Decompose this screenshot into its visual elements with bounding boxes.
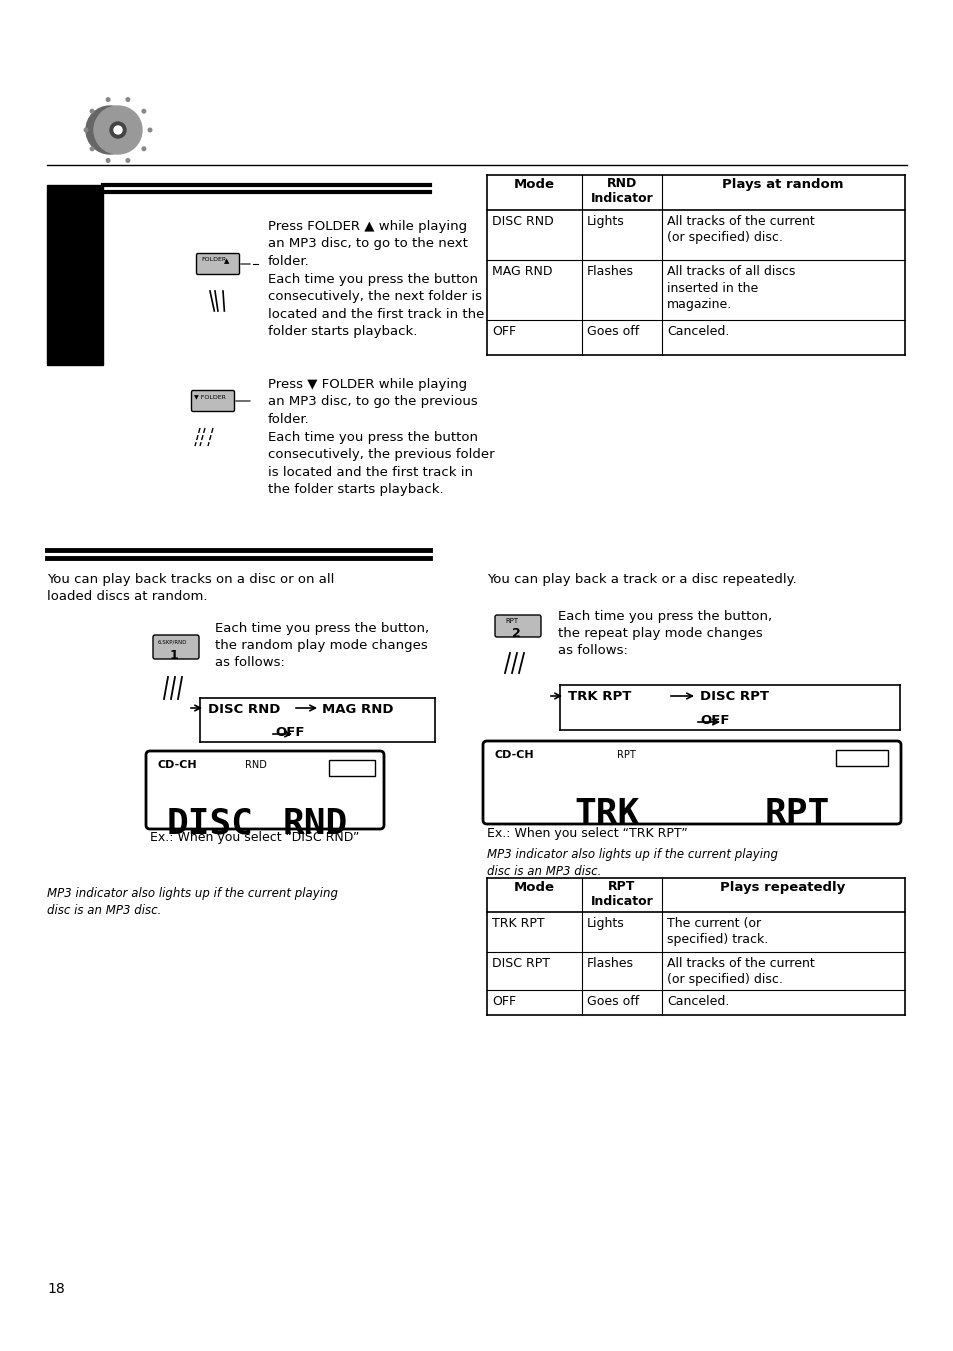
Text: OFF: OFF — [492, 994, 516, 1008]
Text: RND
Indicator: RND Indicator — [590, 177, 653, 205]
Text: Goes off: Goes off — [586, 326, 639, 338]
Text: OFF: OFF — [274, 725, 304, 739]
Text: TRK RPT: TRK RPT — [492, 917, 544, 929]
Text: All tracks of all discs
inserted in the
magazine.: All tracks of all discs inserted in the … — [666, 265, 795, 311]
Text: All tracks of the current
(or specified) disc.: All tracks of the current (or specified)… — [666, 215, 814, 245]
Text: DISC RPT: DISC RPT — [700, 690, 768, 703]
Text: Each time you press the button,
the repeat play mode changes
as follows:: Each time you press the button, the repe… — [558, 611, 771, 657]
Text: DISC RND: DISC RND — [208, 703, 280, 716]
Text: Press ▼ FOLDER while playing
an MP3 disc, to go the previous
folder.
Each time y: Press ▼ FOLDER while playing an MP3 disc… — [268, 378, 494, 496]
Text: 18: 18 — [47, 1282, 65, 1296]
Circle shape — [94, 105, 142, 154]
Text: Flashes: Flashes — [586, 265, 634, 278]
Text: Canceled.: Canceled. — [666, 994, 729, 1008]
Circle shape — [142, 147, 146, 150]
Text: FOLDER: FOLDER — [201, 257, 226, 262]
FancyBboxPatch shape — [495, 615, 540, 638]
Circle shape — [126, 158, 130, 162]
Text: OFF: OFF — [700, 713, 729, 727]
Text: TRK RPT: TRK RPT — [567, 690, 631, 703]
Text: DISC RPT: DISC RPT — [492, 957, 550, 970]
Circle shape — [106, 158, 110, 162]
Text: MAG RND: MAG RND — [492, 265, 552, 278]
Bar — [47, 185, 103, 365]
Text: The current (or
specified) track.: The current (or specified) track. — [666, 917, 767, 947]
FancyBboxPatch shape — [146, 751, 384, 830]
Text: RPT: RPT — [504, 617, 517, 624]
Text: Press FOLDER ▲ while playing
an MP3 disc, to go to the next
folder.
Each time yo: Press FOLDER ▲ while playing an MP3 disc… — [268, 220, 484, 338]
Circle shape — [142, 109, 146, 113]
FancyBboxPatch shape — [835, 750, 887, 766]
Text: RND: RND — [245, 761, 267, 770]
Text: RPT
Indicator: RPT Indicator — [590, 880, 653, 908]
Text: CD-CH: CD-CH — [158, 761, 197, 770]
Text: You can play back a track or a disc repeatedly.: You can play back a track or a disc repe… — [486, 573, 796, 586]
Text: TRK: TRK — [574, 797, 639, 831]
Text: All tracks of the current
(or specified) disc.: All tracks of the current (or specified)… — [666, 957, 814, 986]
Text: Each time you press the button,
the random play mode changes
as follows:: Each time you press the button, the rand… — [214, 621, 429, 669]
Text: Canceled.: Canceled. — [666, 326, 729, 338]
Text: DISC RND: DISC RND — [492, 215, 553, 228]
Text: Goes off: Goes off — [586, 994, 639, 1008]
Text: MP3 indicator also lights up if the current playing
disc is an MP3 disc.: MP3 indicator also lights up if the curr… — [47, 888, 337, 917]
Circle shape — [91, 109, 93, 113]
Text: Plays repeatedly: Plays repeatedly — [720, 881, 844, 894]
Circle shape — [110, 122, 126, 138]
Text: 6.SKP/RND: 6.SKP/RND — [158, 639, 188, 644]
Text: Ex.: When you select “DISC RND”: Ex.: When you select “DISC RND” — [150, 831, 359, 844]
Text: RPT: RPT — [617, 750, 635, 761]
Text: Lights: Lights — [586, 917, 624, 929]
Text: DISC: DISC — [167, 807, 253, 842]
Text: Plays at random: Plays at random — [721, 178, 842, 190]
Text: LOUD: LOUD — [340, 767, 363, 777]
Text: 2: 2 — [512, 627, 520, 640]
Circle shape — [113, 126, 122, 134]
Circle shape — [148, 128, 152, 132]
Text: LOUD: LOUD — [849, 758, 873, 767]
Circle shape — [126, 97, 130, 101]
Circle shape — [86, 105, 133, 154]
Circle shape — [106, 97, 110, 101]
Text: RND: RND — [282, 807, 347, 842]
Circle shape — [84, 128, 88, 132]
Text: RPT: RPT — [763, 797, 829, 831]
FancyBboxPatch shape — [482, 740, 900, 824]
Text: You can play back tracks on a disc or on all
loaded discs at random.: You can play back tracks on a disc or on… — [47, 573, 334, 603]
Text: Mode: Mode — [513, 178, 554, 190]
Text: Lights: Lights — [586, 215, 624, 228]
FancyBboxPatch shape — [152, 635, 199, 659]
Text: Ex.: When you select “TRK RPT”: Ex.: When you select “TRK RPT” — [486, 827, 687, 840]
Text: ▲: ▲ — [224, 258, 229, 263]
FancyBboxPatch shape — [329, 761, 375, 775]
Text: ▼ FOLDER: ▼ FOLDER — [193, 394, 226, 399]
Text: 1: 1 — [170, 648, 178, 662]
Text: MP3 indicator also lights up if the current playing
disc is an MP3 disc.: MP3 indicator also lights up if the curr… — [486, 848, 778, 878]
Text: OFF: OFF — [492, 326, 516, 338]
FancyBboxPatch shape — [192, 390, 234, 412]
Text: Mode: Mode — [513, 881, 554, 894]
Text: MAG RND: MAG RND — [322, 703, 393, 716]
Circle shape — [91, 147, 93, 150]
Text: Flashes: Flashes — [586, 957, 634, 970]
Text: CD-CH: CD-CH — [495, 750, 534, 761]
FancyBboxPatch shape — [196, 254, 239, 274]
